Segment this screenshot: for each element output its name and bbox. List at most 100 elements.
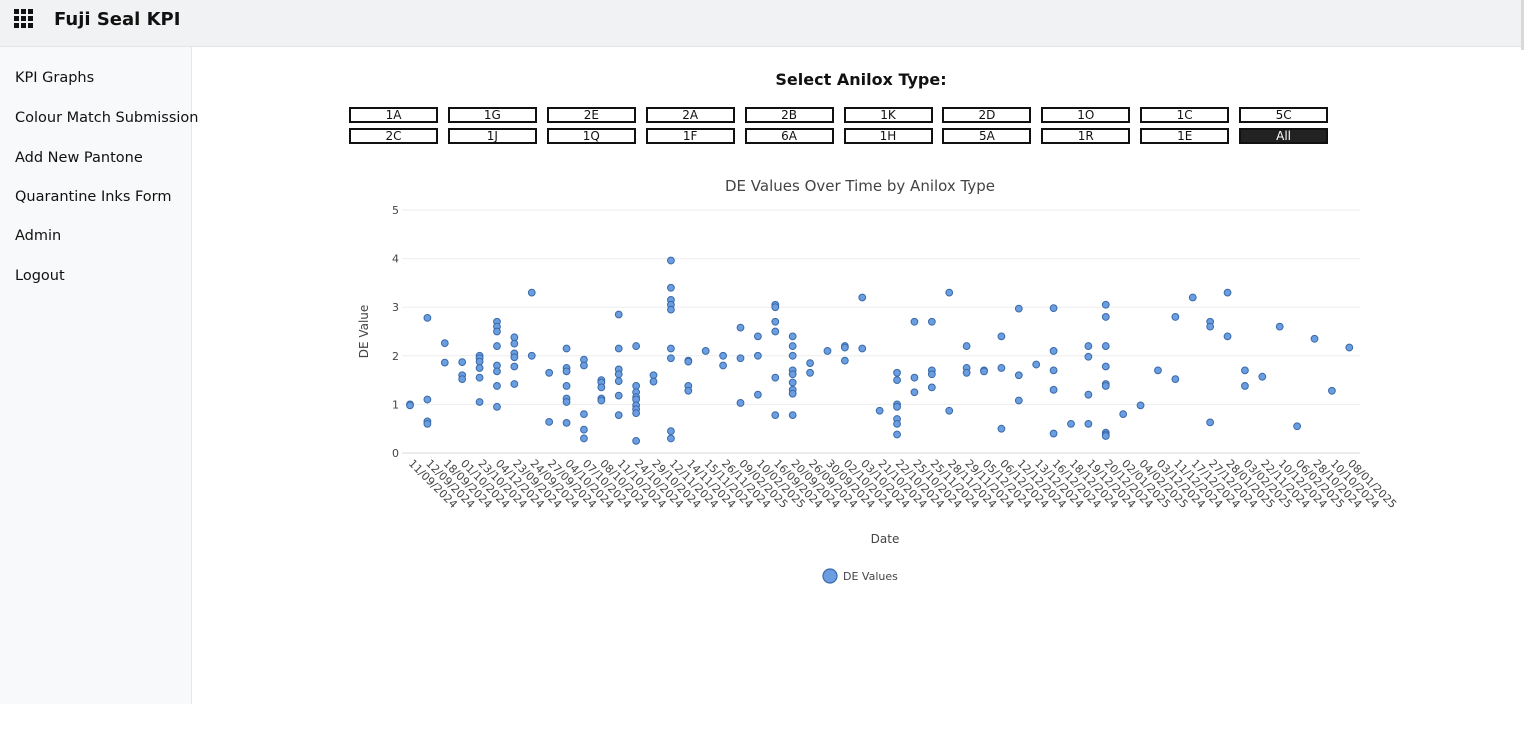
- data-point: [510, 362, 519, 371]
- anilox-button-1q[interactable]: 1Q: [546, 128, 636, 144]
- anilox-button-2b[interactable]: 2B: [744, 107, 834, 123]
- data-point: [545, 368, 554, 377]
- data-point: [423, 395, 432, 404]
- y-tick-label: 4: [392, 253, 399, 266]
- data-point: [1101, 313, 1110, 321]
- data-point: [493, 327, 501, 336]
- data-point: [1049, 347, 1058, 355]
- data-point: [667, 344, 675, 353]
- data-point: [440, 358, 449, 367]
- anilox-button-2c[interactable]: 2C: [349, 128, 438, 144]
- y-axis-label: DE Value: [357, 305, 371, 359]
- data-point: [875, 406, 884, 415]
- data-point: [719, 351, 728, 360]
- data-point: [1223, 288, 1232, 297]
- data-point: [614, 391, 623, 400]
- data-point: [493, 342, 501, 350]
- data-point: [667, 283, 675, 292]
- data-point: [667, 354, 675, 363]
- anilox-filter-title: Select Anilox Type:: [775, 70, 947, 89]
- anilox-button-1f[interactable]: 1F: [645, 128, 735, 144]
- data-point: [1014, 304, 1023, 313]
- data-point: [788, 332, 797, 341]
- data-point: [684, 357, 693, 366]
- data-point: [1171, 375, 1180, 384]
- data-point: [562, 344, 571, 353]
- anilox-button-2e[interactable]: 2E: [546, 107, 636, 123]
- anilox-button-1o[interactable]: 1O: [1041, 107, 1131, 123]
- data-point: [1154, 366, 1162, 375]
- data-point: [893, 376, 901, 385]
- anilox-button-1r[interactable]: 1R: [1041, 128, 1131, 144]
- sidebar: KPI Graphs Colour Match Submission Add N…: [0, 47, 198, 704]
- data-point: [632, 436, 641, 445]
- data-point: [580, 410, 588, 419]
- data-point: [910, 388, 919, 397]
- data-point: [840, 356, 849, 365]
- data-point: [1049, 385, 1058, 394]
- data-point: [1188, 293, 1197, 302]
- data-point: [910, 373, 919, 382]
- data-point: [927, 317, 936, 326]
- data-point: [475, 398, 484, 406]
- anilox-button-5a[interactable]: 5A: [942, 128, 1032, 144]
- sidebar-item-logout[interactable]: Logout: [15, 268, 65, 284]
- data-point: [667, 434, 675, 443]
- anilox-button-1h[interactable]: 1H: [843, 128, 933, 144]
- data-point: [614, 377, 623, 385]
- top-bar: Fuji Seal KPI: [0, 0, 1524, 47]
- data-point: [1345, 343, 1354, 352]
- data-point: [1049, 366, 1058, 375]
- data-point: [458, 358, 467, 367]
- data-point: [997, 332, 1006, 341]
- data-point: [614, 310, 623, 319]
- data-point: [962, 342, 971, 350]
- legend-label: DE Values: [843, 570, 898, 583]
- data-point: [562, 367, 571, 376]
- data-point: [493, 367, 501, 376]
- data-point: [823, 347, 832, 355]
- data-point: [1101, 432, 1110, 440]
- data-point: [667, 256, 675, 265]
- sidebar-item-add-new-pantone[interactable]: Add New Pantone: [15, 150, 143, 166]
- sidebar-item-admin[interactable]: Admin: [15, 228, 62, 244]
- legend-marker: [822, 568, 838, 584]
- data-point: [510, 380, 519, 388]
- anilox-button-6a[interactable]: 6A: [744, 128, 834, 144]
- anilox-button-2d[interactable]: 2D: [942, 107, 1032, 123]
- sidebar-item-quarantine-inks-form[interactable]: Quarantine Inks Form: [15, 189, 172, 205]
- data-point: [1084, 342, 1093, 350]
- sidebar-item-colour-match-submission[interactable]: Colour Match Submission: [15, 110, 199, 126]
- scrollbar-edge: [1521, 0, 1524, 50]
- data-point: [684, 386, 693, 395]
- grid-menu-icon[interactable]: [14, 9, 34, 29]
- data-point: [1119, 410, 1128, 419]
- anilox-button-1k[interactable]: 1K: [843, 107, 933, 123]
- data-point: [1293, 422, 1302, 431]
- data-point: [771, 411, 780, 419]
- data-point: [997, 424, 1006, 433]
- anilox-button-1g[interactable]: 1G: [447, 107, 537, 123]
- anilox-button-1a[interactable]: 1A: [349, 107, 438, 123]
- data-point: [1241, 366, 1249, 375]
- anilox-button-5c[interactable]: 5C: [1239, 107, 1329, 123]
- data-point: [562, 382, 571, 390]
- data-point: [1275, 322, 1284, 331]
- anilox-button-1c[interactable]: 1C: [1140, 107, 1230, 123]
- data-point: [771, 303, 780, 312]
- anilox-button-all[interactable]: All: [1239, 128, 1329, 144]
- data-point: [1084, 419, 1093, 428]
- x-axis-ticks: 11/09/202412/09/202418/09/202401/10/2024…: [406, 457, 1399, 511]
- anilox-button-2a[interactable]: 2A: [645, 107, 735, 123]
- data-point: [980, 367, 988, 376]
- data-point: [1223, 332, 1232, 341]
- anilox-button-1e[interactable]: 1E: [1140, 128, 1230, 144]
- data-point: [440, 339, 449, 348]
- data-point: [493, 402, 501, 411]
- anilox-button-1j[interactable]: 1J: [447, 128, 537, 144]
- data-point: [806, 359, 814, 367]
- data-point: [597, 383, 606, 392]
- data-point: [945, 406, 954, 415]
- sidebar-item-kpi-graphs[interactable]: KPI Graphs: [15, 70, 95, 86]
- data-point: [858, 344, 867, 353]
